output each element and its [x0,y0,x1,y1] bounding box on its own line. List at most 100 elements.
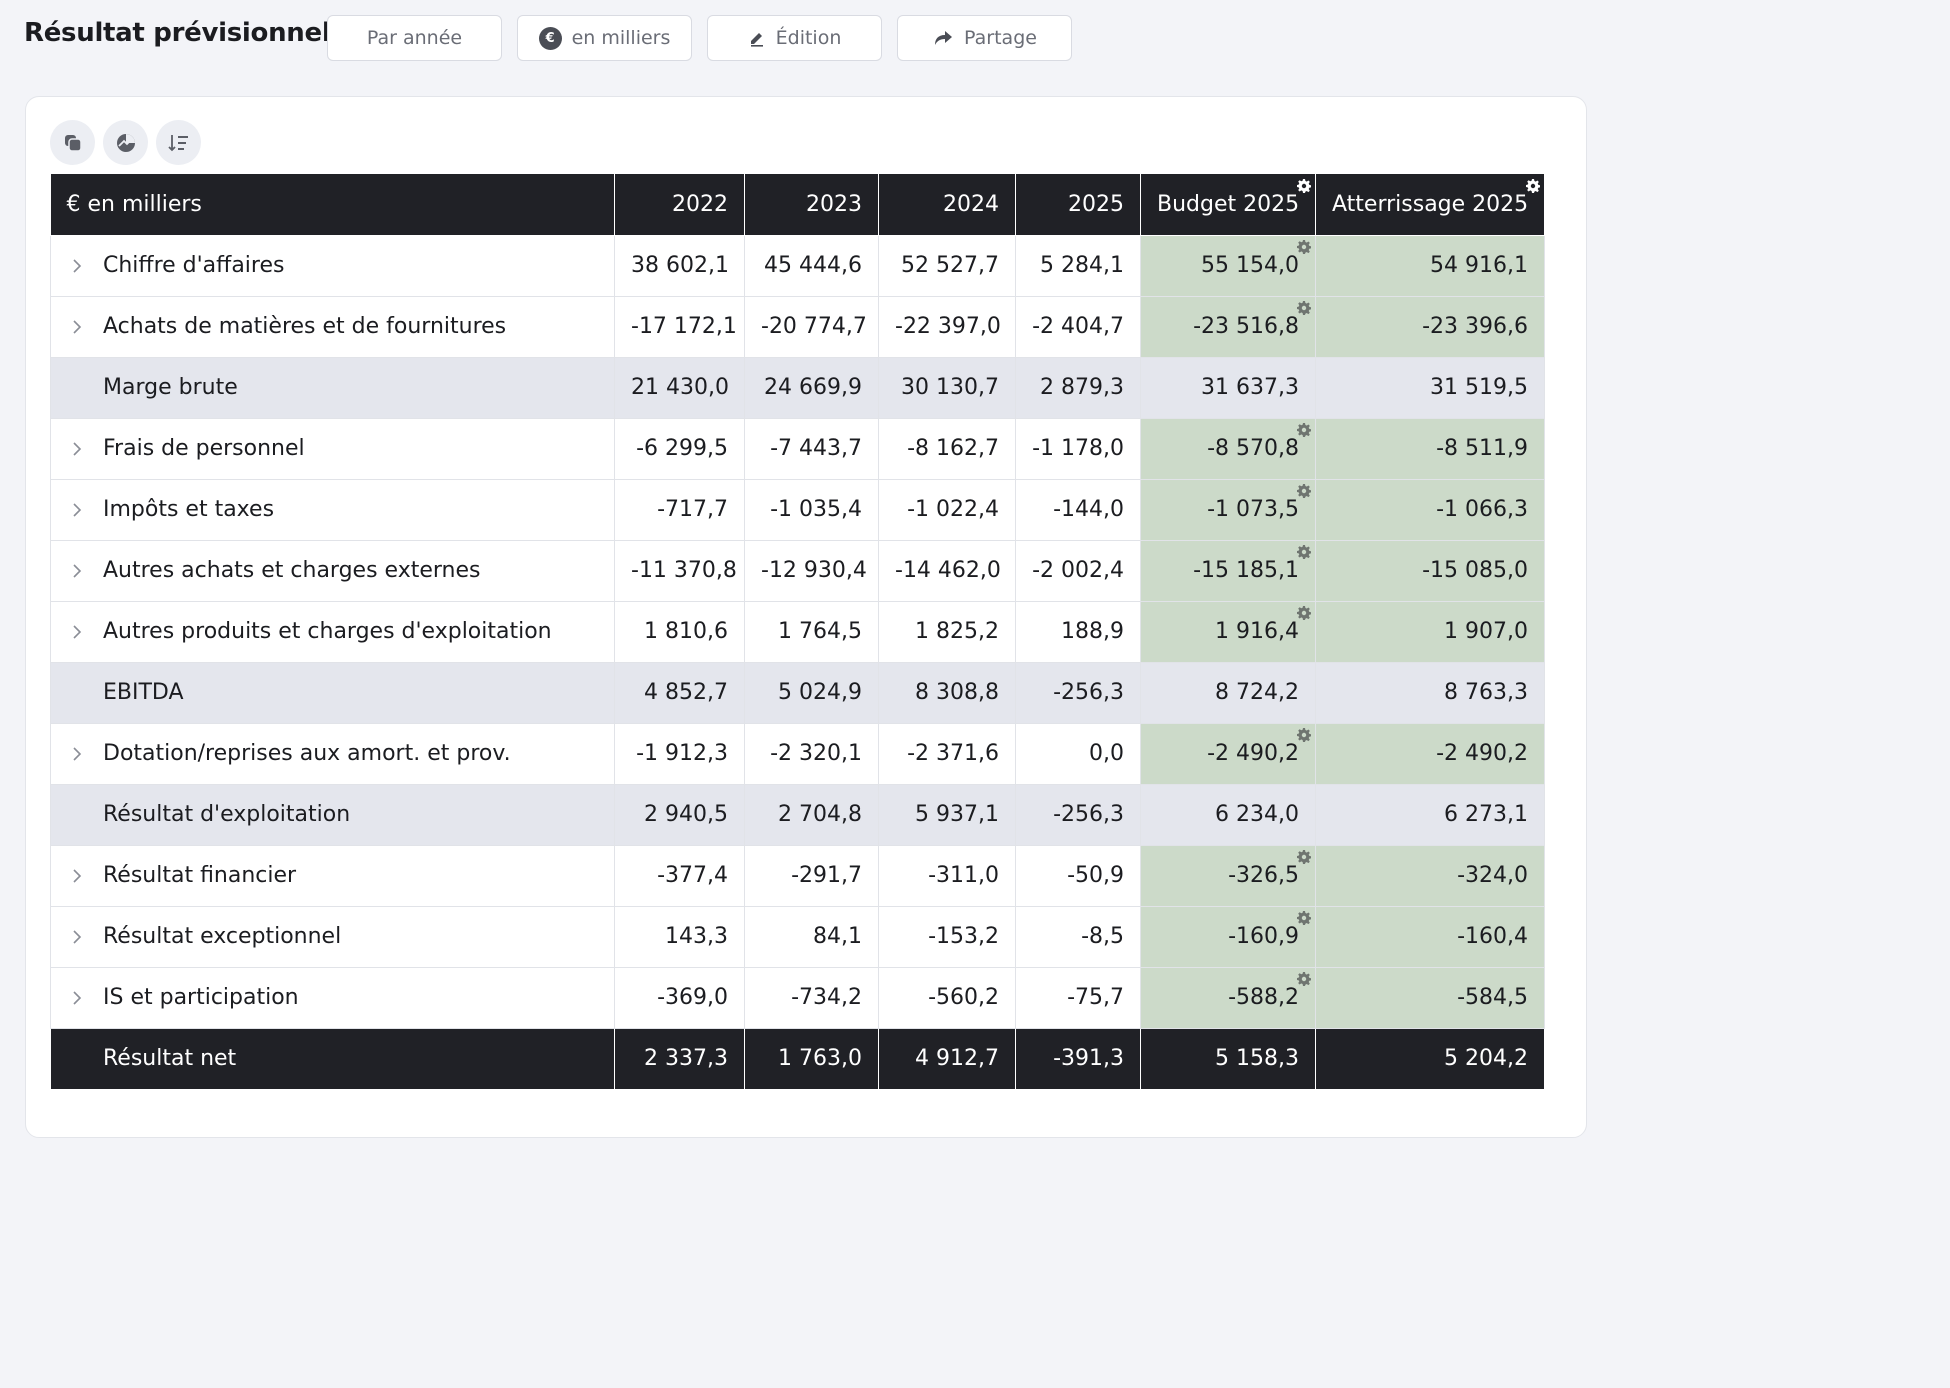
sort-button[interactable] [156,120,201,165]
settings-gear-icon[interactable] [1297,544,1311,559]
value-cell: -291,7 [744,844,879,907]
edit-button[interactable]: Édition [707,15,882,61]
value-cell[interactable]: -15 185,1 [1140,539,1316,602]
chevron-right-icon[interactable] [51,258,103,274]
cell-value: 2 940,5 [644,802,728,827]
chevron-right-icon[interactable] [51,746,103,762]
chevron-right-icon[interactable] [51,868,103,884]
cell-value: 4 912,7 [915,1046,999,1071]
value-cell: -391,3 [1015,1027,1141,1090]
cell-value: -1 022,4 [907,497,999,522]
chevron-right-icon[interactable] [51,624,103,640]
column-header-atterrissage[interactable]: Atterrissage 2025 [1315,174,1545,236]
value-cell: 5 937,1 [878,783,1016,846]
value-cell: 143,3 [614,905,745,968]
corner-label: € en milliers [50,174,615,236]
cell-value: -717,7 [657,497,728,522]
cell-value: -50,9 [1067,863,1124,888]
value-cell: -377,4 [614,844,745,907]
settings-gear-icon[interactable] [1297,483,1311,498]
value-cell[interactable]: -1 073,5 [1140,478,1316,541]
period-button[interactable]: Par année [327,15,502,61]
value-cell: -160,4 [1315,905,1545,968]
cell-value: -8 570,8 [1207,436,1299,461]
table-row[interactable]: Résultat financier -377,4 -291,7 -311,0 -50,… [50,844,1545,907]
value-cell[interactable]: -23 516,8 [1140,295,1316,358]
chevron-right-icon[interactable] [51,563,103,579]
share-button[interactable]: Partage [897,15,1072,61]
settings-gear-icon[interactable] [1297,910,1311,925]
settings-gear-icon[interactable] [1297,300,1311,315]
value-cell[interactable]: 55 154,0 [1140,234,1316,297]
chevron-right-icon[interactable] [51,990,103,1006]
settings-gear-icon[interactable] [1297,605,1311,620]
table-row[interactable]: Autres achats et charges externes -11 370… [50,539,1545,602]
settings-gear-icon[interactable] [1526,179,1540,193]
value-cell: 1 763,0 [744,1027,879,1090]
copy-button[interactable] [50,120,95,165]
cell-value: -144,0 [1053,497,1124,522]
unit-button[interactable]: € en milliers [517,15,692,61]
cell-value: 5 937,1 [915,802,999,827]
value-cell[interactable]: -326,5 [1140,844,1316,907]
settings-gear-icon[interactable] [1297,971,1311,986]
cell-value: -1 066,3 [1436,497,1528,522]
net-result-row: Résultat net 2 337,3 1 763,0 4 912,7 -391,3 5… [50,1027,1545,1090]
chevron-right-icon[interactable] [51,441,103,457]
cell-value: -734,2 [791,985,862,1010]
table-row[interactable]: Résultat exceptionnel 143,3 84,1 -153,2 -8,5… [50,905,1545,968]
value-cell[interactable]: 1 916,4 [1140,600,1316,663]
table-row[interactable]: Impôts et taxes -717,7 -1 035,4 -1 022,4 -14… [50,478,1545,541]
value-cell: -2 371,6 [878,722,1016,785]
settings-gear-icon[interactable] [1297,849,1311,864]
value-cell[interactable]: -160,9 [1140,905,1316,968]
chart-view-button[interactable] [103,120,148,165]
cell-value: 45 444,6 [764,253,862,278]
value-cell: 5 158,3 [1140,1027,1316,1090]
chevron-right-icon[interactable] [51,319,103,335]
value-cell: -717,7 [614,478,745,541]
value-cell: 8 308,8 [878,661,1016,724]
column-header-label: Budget 2025 [1157,191,1300,217]
table-row[interactable]: IS et participation -369,0 -734,2 -560,2 -75… [50,966,1545,1029]
row-label-cell: Impôts et taxes [50,478,615,541]
table-row[interactable]: Autres produits et charges d'exploitatio… [50,600,1545,663]
column-header: 2022 [614,174,745,236]
row-label-cell: Résultat d'exploitation [50,783,615,846]
cell-value: -6 299,5 [636,436,728,461]
value-cell: 8 763,3 [1315,661,1545,724]
value-cell: -1 178,0 [1015,417,1141,480]
unit-button-label: en milliers [571,27,671,49]
table-row[interactable]: Chiffre d'affaires 38 602,1 45 444,6 52 527… [50,234,1545,297]
table-row[interactable]: Dotation/reprises aux amort. et prov. -1 … [50,722,1545,785]
row-label: Marge brute [103,375,238,400]
row-label: IS et participation [103,985,299,1010]
value-cell[interactable]: -8 570,8 [1140,417,1316,480]
value-cell: 2 940,5 [614,783,745,846]
value-cell[interactable]: -588,2 [1140,966,1316,1029]
row-label-cell: Résultat exceptionnel [50,905,615,968]
chevron-right-icon[interactable] [51,502,103,518]
table-row[interactable]: Frais de personnel -6 299,5 -7 443,7 -8 162… [50,417,1545,480]
settings-gear-icon[interactable] [1297,179,1311,193]
value-cell: -256,3 [1015,661,1141,724]
value-cell: 31 519,5 [1315,356,1545,419]
table-row[interactable]: Achats de matières et de fournitures -17 … [50,295,1545,358]
row-label: Autres achats et charges externes [103,558,481,583]
chevron-right-icon[interactable] [51,929,103,945]
cell-value: -153,2 [928,924,999,949]
settings-gear-icon[interactable] [1297,727,1311,742]
settings-gear-icon[interactable] [1297,422,1311,437]
row-label-cell: Achats de matières et de fournitures [50,295,615,358]
column-header-budget[interactable]: Budget 2025 [1140,174,1316,236]
value-cell: 1 825,2 [878,600,1016,663]
settings-gear-icon[interactable] [1297,239,1311,254]
value-cell[interactable]: -2 490,2 [1140,722,1316,785]
value-cell: 0,0 [1015,722,1141,785]
row-label-cell: Résultat net [50,1027,615,1090]
subtotal-row: Marge brute 21 430,0 24 669,9 30 130,7 2 879… [50,356,1545,419]
cell-value: 31 637,3 [1201,375,1299,400]
value-cell: -734,2 [744,966,879,1029]
value-cell: 8 724,2 [1140,661,1316,724]
value-cell: 2 337,3 [614,1027,745,1090]
